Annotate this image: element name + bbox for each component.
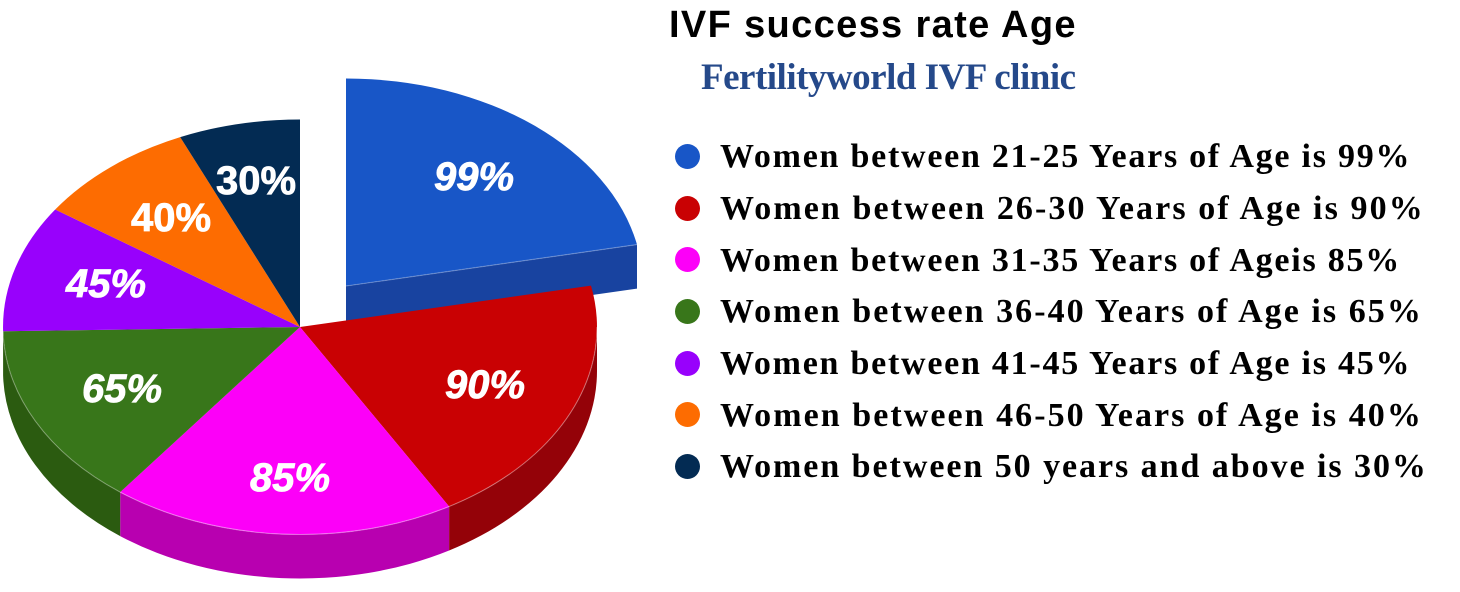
svg-text:99%: 99%	[434, 155, 514, 199]
svg-text:45%: 45%	[65, 262, 146, 306]
svg-text:40%: 40%	[131, 196, 211, 240]
svg-text:90%: 90%	[445, 363, 525, 407]
svg-text:85%: 85%	[250, 456, 330, 500]
svg-text:30%: 30%	[216, 159, 296, 203]
svg-text:65%: 65%	[82, 367, 162, 411]
